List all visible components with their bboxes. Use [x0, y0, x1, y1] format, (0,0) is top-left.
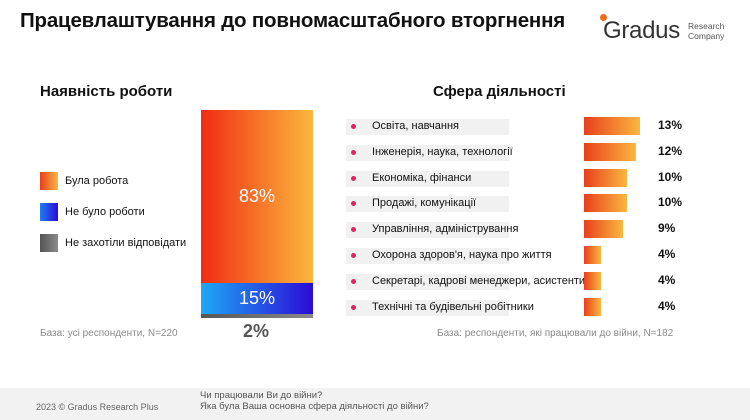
base-note-left: База: усі респонденти, N=220 — [40, 328, 178, 339]
sector-row: Економіка, фінанси — [346, 171, 509, 187]
sector-bar — [584, 220, 623, 238]
legend-item-no-answer: Не захотіли відповідати — [40, 234, 186, 252]
bullet-dot-icon — [351, 201, 356, 206]
bullet-dot-icon — [351, 150, 356, 155]
sector-value-label: 9% — [658, 221, 676, 235]
segment-no-job: 15% — [201, 283, 313, 314]
question-1: Чи працювали Ви до війни? — [200, 390, 323, 401]
sector-value-label: 4% — [658, 273, 676, 287]
sector-row: Продажі, комунікації — [346, 196, 509, 212]
logo-sub-line-1: Research — [688, 21, 725, 31]
sector-bar — [584, 169, 627, 187]
logo-dot-icon — [600, 14, 607, 21]
bullet-dot-icon — [351, 279, 356, 284]
sector-row: Технічні та будівельні робітники — [346, 300, 534, 316]
sector-label: Продажі, комунікації — [372, 197, 477, 209]
sector-value-label: 13% — [658, 118, 683, 132]
legend-item-had-job: Була робота — [40, 172, 128, 190]
legend-label: Була робота — [65, 175, 129, 187]
sector-value-label: 4% — [658, 247, 676, 261]
sector-label: Освіта, навчання — [372, 120, 459, 132]
sector-bar — [584, 117, 640, 135]
gradus-logo: Gradus Research Company — [600, 14, 740, 44]
sector-row: Управління, адміністрування — [346, 222, 518, 238]
sector-row: Охорона здоров'я, наука про життя — [346, 248, 552, 264]
sector-bar — [584, 246, 601, 264]
bullet-dot-icon — [351, 124, 356, 129]
segment-had-job: 83% — [201, 110, 313, 283]
segment-label-had-job: 83% — [238, 186, 276, 206]
segment-label-no-job: 15% — [238, 288, 276, 308]
sector-bar — [584, 143, 636, 161]
logo-wordmark: Gradus — [603, 17, 680, 44]
footer: 2023 © Gradus Research Plus Чи працювали… — [0, 388, 750, 420]
sector-label: Економіка, фінанси — [372, 172, 472, 184]
segment-label-no-answer: 2% — [243, 321, 270, 341]
sector-row: Освіта, навчання — [346, 119, 509, 135]
base-note-right: База: респонденти, які працювали до війн… — [437, 328, 674, 339]
legend-label: Не було роботи — [65, 206, 145, 218]
sector-bar — [584, 298, 601, 316]
sector-bar — [584, 194, 627, 212]
question-2: Яка була Ваша основна сфера діяльності д… — [200, 401, 429, 412]
sector-value-label: 4% — [658, 299, 676, 313]
logo-subtitle: Research Company — [688, 21, 748, 41]
copyright: 2023 © Gradus Research Plus — [36, 402, 159, 412]
legend-label: Не захотіли відповідати — [65, 237, 187, 249]
bullet-dot-icon — [351, 227, 356, 232]
sector-value-label: 12% — [658, 144, 683, 158]
page-title: Працевлаштування до повномасштабного вто… — [20, 9, 566, 32]
sector-row: Секретарі, кадрові менеджери, асистенти — [346, 274, 585, 290]
sector-row: Інженерія, наука, технології — [346, 145, 513, 161]
legend-swatch — [40, 234, 58, 252]
bullet-dot-icon — [351, 176, 356, 181]
bullet-dot-icon — [351, 253, 356, 258]
sector-label: Технічні та будівельні робітники — [372, 301, 534, 313]
segment-no-answer — [201, 314, 313, 318]
sector-label: Охорона здоров'я, наука про життя — [372, 249, 552, 261]
bullet-dot-icon — [351, 305, 356, 310]
sector-value-label: 10% — [658, 170, 683, 184]
logo-sub-line-2: Company — [688, 31, 725, 41]
sector-value-label: 10% — [658, 195, 683, 209]
sector-bar — [584, 272, 601, 290]
employment-stacked-bar: 83% 15% — [201, 110, 313, 319]
legend-swatch — [40, 172, 58, 190]
sector-heading: Сфера діяльності — [433, 83, 566, 100]
legend-item-no-job: Не було роботи — [40, 203, 145, 221]
employment-heading: Наявність роботи — [40, 83, 173, 100]
sector-label: Управління, адміністрування — [372, 223, 519, 235]
sector-label: Секретарі, кадрові менеджери, асистенти — [372, 275, 586, 287]
sector-label: Інженерія, наука, технології — [372, 146, 513, 158]
legend-swatch — [40, 203, 58, 221]
